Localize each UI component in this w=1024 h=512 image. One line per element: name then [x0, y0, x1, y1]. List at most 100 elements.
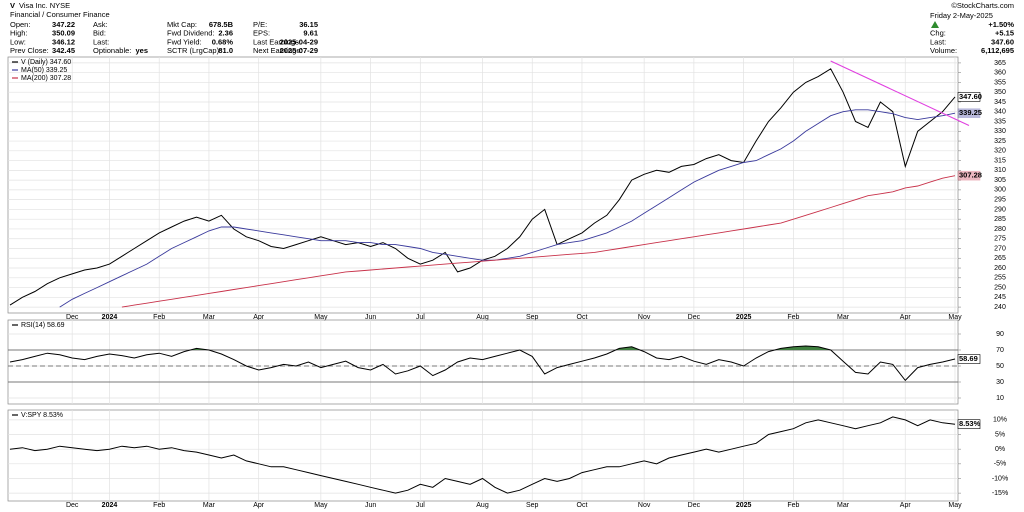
field-label: Chg: [930, 29, 946, 38]
field-value: 6,112,695 [981, 46, 1014, 55]
value-tag-label: 8.53% [959, 419, 981, 428]
y-tick-label: -15% [992, 490, 1008, 497]
y-tick-label: 295 [994, 196, 1006, 203]
field-label: Low: [10, 37, 26, 46]
field-label: Prev Close: [10, 46, 49, 55]
x-tick-label: 2025 [736, 502, 752, 509]
field-label: Last Earnings: [253, 37, 301, 46]
x-tick-label: Mar [203, 314, 216, 321]
x-tick-label: Dec [66, 502, 79, 509]
x-tick-label: Mar [837, 502, 850, 509]
x-tick-label: Feb [787, 502, 799, 509]
y-tick-label: 280 [994, 226, 1006, 233]
field-value: 0.68% [212, 37, 234, 46]
value-tag [957, 170, 981, 181]
field-value: 9.61 [303, 29, 318, 38]
field-label: Fwd Yield: [167, 37, 202, 46]
x-tick-label: Feb [153, 502, 165, 509]
y-tick-label: 285 [994, 216, 1006, 223]
y-tick-label: 310 [994, 167, 1006, 174]
date: Friday 2-May-2025 [930, 11, 993, 20]
y-tick-label: 320 [994, 148, 1006, 155]
x-tick-label: 2025 [736, 314, 752, 321]
y-tick-label: 240 [994, 304, 1006, 311]
x-tick-label: 2024 [102, 314, 118, 321]
y-tick-label: 245 [994, 294, 1006, 301]
y-tick-label: 355 [994, 79, 1006, 86]
up-arrow [931, 21, 939, 28]
y-tick-label: 290 [994, 206, 1006, 213]
field-label: Next Earnings: [253, 46, 302, 55]
field-label: Last: [93, 37, 109, 46]
series-line [9, 416, 956, 494]
x-tick-label: Aug [476, 314, 489, 321]
y-tick-label: 250 [994, 284, 1006, 291]
x-tick-label: Mar [837, 314, 850, 321]
y-tick-label: 260 [994, 265, 1006, 272]
value-tag [957, 354, 981, 364]
field-label: Last: [930, 37, 946, 46]
panel-frame [7, 56, 959, 314]
legend-label: MA(200) 307.28 [21, 75, 71, 82]
x-tick-label: Dec [66, 314, 79, 321]
y-tick-label: 270 [994, 245, 1006, 252]
field-label: Fwd Dividend: [167, 29, 215, 38]
field-value: 678.5B [209, 20, 234, 29]
x-tick-label: Apr [253, 502, 265, 509]
y-tick-label: 360 [994, 70, 1006, 77]
y-tick-label: 265 [994, 255, 1006, 262]
trendline [830, 60, 970, 127]
field-value: 36.15 [299, 20, 318, 29]
symbol: V [10, 1, 15, 10]
y-tick-label: 315 [994, 157, 1006, 164]
x-tick-label: Jul [416, 502, 425, 509]
y-tick-label: 10% [993, 417, 1007, 424]
x-tick-label: Feb [787, 314, 799, 321]
value-tag [957, 419, 981, 429]
y-tick-label: 330 [994, 128, 1006, 135]
y-tick-label: 345 [994, 99, 1006, 106]
x-tick-label: Dec [688, 314, 701, 321]
series-line [59, 109, 956, 308]
change-pct: +1.50% [988, 20, 1014, 29]
legend-label: RSI(14) 58.69 [21, 322, 65, 329]
x-tick-label: May [948, 314, 962, 321]
y-tick-label: 335 [994, 118, 1006, 125]
series-line [121, 175, 956, 308]
field-value: 347.60 [991, 37, 1014, 46]
x-tick-label: May [314, 314, 328, 321]
x-tick-label: Jun [365, 502, 376, 509]
field-label: Mkt Cap: [167, 20, 197, 29]
y-tick-label: 305 [994, 177, 1006, 184]
field-value: 2025-07-29 [280, 46, 318, 55]
field-label: Bid: [93, 29, 106, 38]
field-label: SCTR (LrgCap): [167, 46, 221, 55]
company-name: Visa Inc. NYSE [19, 1, 70, 10]
field-value: 2025-04-29 [280, 37, 318, 46]
field-value: 347.22 [52, 20, 75, 29]
y-tick-label: 5% [995, 431, 1005, 438]
x-tick-label: Oct [577, 502, 588, 509]
x-tick-label: Nov [638, 314, 651, 321]
x-tick-label: Apr [253, 314, 265, 321]
copyright: ©StockCharts.com [951, 1, 1014, 10]
x-tick-label: May [948, 502, 962, 509]
y-tick-label: 300 [994, 187, 1006, 194]
value-tag-label: 339.25 [959, 108, 982, 117]
x-tick-label: Sep [526, 314, 539, 321]
value-tag-label: 307.28 [959, 171, 982, 180]
y-tick-label: 0% [995, 446, 1005, 453]
x-tick-label: Feb [153, 314, 165, 321]
x-tick-label: Mar [203, 502, 216, 509]
y-tick-label: 340 [994, 109, 1006, 116]
value-tag [957, 108, 981, 119]
y-tick-label: 30 [996, 379, 1004, 386]
value-tag [957, 92, 981, 102]
field-value: 2.36 [218, 29, 233, 38]
field-label: Volume: [930, 46, 957, 55]
x-tick-label: Oct [577, 314, 588, 321]
panel-frame [7, 409, 959, 502]
x-tick-label: Dec [688, 502, 701, 509]
field-label: High: [10, 29, 28, 38]
